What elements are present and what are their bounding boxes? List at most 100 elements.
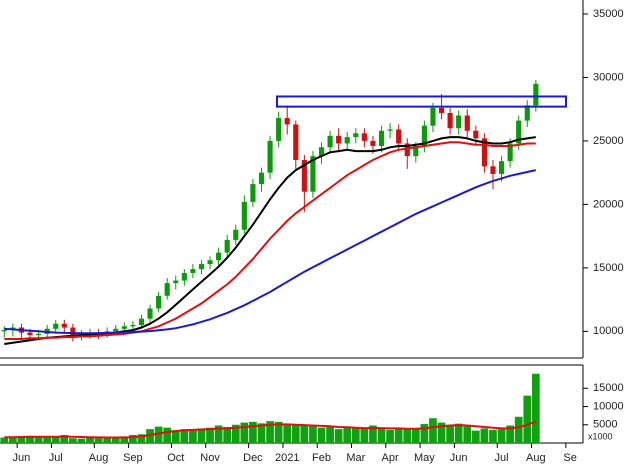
volume-bar [146,429,154,443]
candle-body [524,105,530,121]
volume-bar [26,435,34,443]
x-tick-label: Mar [346,452,365,464]
volume-bar [386,429,394,443]
volume-bar [103,437,112,443]
candle-body [267,140,273,173]
volume-bar [163,427,172,443]
candle-body [387,129,393,131]
moving-average [4,136,536,345]
volume-bar [480,428,489,443]
volume-bar [309,426,317,443]
volume-bar [9,436,17,443]
volume-bar [43,437,52,443]
x-tick-label: Jun [450,452,468,464]
y-tick-label: 5000 [593,419,617,431]
x-tick-label: May [414,452,435,464]
volume-bar [300,424,309,443]
volume-bar [471,430,480,443]
candle-body [507,143,513,162]
resistance-zone [276,95,567,108]
volume-bar [214,425,223,443]
x-tick-label: Jul [495,452,509,464]
candle-body [293,124,299,160]
volume-bar [180,429,189,443]
x-tick-label: Aug [89,452,109,464]
candle-body [233,229,239,240]
volume-bar [266,421,274,443]
candle-body [156,295,162,309]
candle-body [438,107,445,113]
x-tick-label: Aug [526,452,546,464]
volume-bar [111,437,120,443]
volume-bar [429,418,437,443]
candle-body [121,326,127,329]
volume-bar [334,429,343,443]
candle-body [498,161,505,174]
candle-body [301,159,307,192]
candle-body [464,115,470,131]
volume-bar [257,423,266,443]
x-tick-label: Se [563,452,576,464]
candle-body [1,330,7,332]
volume-bar [497,429,506,443]
volume-bar [437,422,446,443]
volume-bar [531,373,540,443]
candle-body [198,264,205,270]
candle-body [36,333,42,336]
candle-body [336,135,342,144]
volume-bar [523,395,532,443]
volume-bar [326,426,334,443]
candle-body [173,280,179,284]
candle-body [61,323,67,328]
volume-bar [514,416,523,443]
candle-body [258,172,265,185]
x-tick-label: Jul [49,452,63,464]
x-tick-label: 2021 [275,452,299,464]
volume-bar [403,428,412,443]
candle-body [113,328,119,332]
candle-body [310,156,316,192]
volume-bar [463,426,472,443]
volume-bar [94,438,103,443]
volume-bar [206,427,214,443]
volume-bar [489,429,497,443]
candle-body [396,129,402,144]
candle-body [284,118,290,125]
volume-bar [274,421,283,443]
candle-body [318,147,325,157]
candle-body [413,145,419,157]
candle-body [456,115,462,129]
candle-body [481,138,487,167]
volume-bar [249,421,257,443]
x-tick-label: Oct [167,452,184,464]
x-tick-label: Nov [200,452,220,464]
y-tick-label: 15000 [593,262,624,274]
candle-body [190,269,196,273]
candle-body [216,252,222,261]
candle-body [70,327,76,336]
volume-bar [377,427,386,443]
volume-bar [394,428,403,443]
volume-bar [17,437,26,443]
volume-bar [34,437,43,443]
candle-body [130,324,136,327]
candle-body [533,83,539,106]
candle-body [181,272,187,281]
y-tick-label: 20000 [593,198,624,210]
candle-body [207,260,213,265]
volume-bar [283,424,292,443]
moving-average [4,141,536,340]
candle-body [421,125,427,146]
candle-body [516,120,522,144]
volume-bar [154,426,163,443]
candle-body [224,239,230,253]
candle-body [370,140,376,146]
y-tick-label: 30000 [593,71,624,83]
volume-bar [351,427,360,443]
candle-body [490,166,496,174]
volume-bar [189,429,197,443]
candle-body [378,130,385,146]
candle-body [473,130,479,139]
volume-bar [446,424,454,443]
volume-bar [129,434,137,443]
